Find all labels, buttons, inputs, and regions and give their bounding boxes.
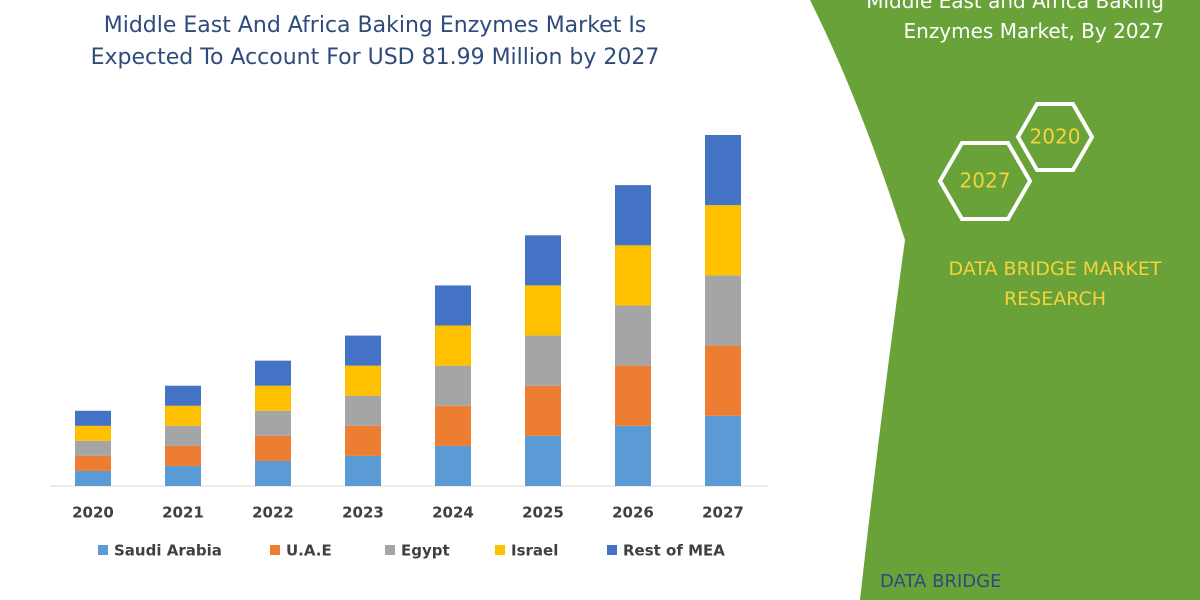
bar-segment [525, 285, 561, 336]
bar-segment [255, 385, 291, 411]
bar-segment [255, 360, 291, 386]
bar-segment [165, 385, 201, 406]
bar-segment [705, 135, 741, 206]
bar-segment [345, 455, 381, 486]
bar-segment [615, 245, 651, 306]
bar-segment [525, 435, 561, 486]
bar-segment [345, 395, 381, 426]
bar-segment [255, 435, 291, 461]
bar-segment [255, 410, 291, 436]
bar-segment [75, 410, 111, 426]
side-panel [810, 0, 1200, 600]
bar-segment [525, 385, 561, 436]
hexagon [1015, 102, 1095, 172]
x-tick-label: 2025 [522, 504, 564, 522]
legend-swatch [495, 545, 505, 555]
brand: DATA BRIDGE MARKET RESEARCH [948, 258, 1162, 310]
legend-swatch [607, 545, 617, 555]
bar-segment [165, 405, 201, 426]
bar-segment [525, 335, 561, 386]
legend-swatch [98, 545, 108, 555]
bar-segment [345, 425, 381, 456]
bar-segment [705, 345, 741, 416]
bar-segment [435, 285, 471, 326]
x-tick-label: 2026 [612, 504, 654, 522]
bar-segment [165, 465, 201, 486]
bar-segment [705, 415, 741, 486]
chart-title: Middle East And Africa Baking Enzymes Ma… [90, 13, 660, 70]
legend-swatch [385, 545, 395, 555]
bar-segment [165, 445, 201, 466]
bar-segment [165, 425, 201, 446]
bar-segment [75, 425, 111, 441]
legend-label: Egypt [401, 542, 450, 560]
legend-label: Israel [511, 542, 558, 560]
legend-swatch [270, 545, 280, 555]
x-tick-label: 2021 [162, 504, 204, 522]
bar-segment [75, 455, 111, 471]
bar-segment [435, 405, 471, 446]
hex-year: 2027 [960, 169, 1011, 193]
bar-segment [615, 365, 651, 426]
x-tick-label: 2022 [252, 504, 294, 522]
x-tick-label: 2027 [702, 504, 744, 522]
bar-segment [345, 335, 381, 366]
bar-segment [435, 325, 471, 366]
bar-segment [705, 205, 741, 276]
legend-label: Saudi Arabia [114, 542, 222, 560]
bar-segment [75, 440, 111, 456]
bar-segment [705, 275, 741, 346]
bar-segment [525, 235, 561, 286]
x-tick-label: 2023 [342, 504, 384, 522]
bar-segment [435, 445, 471, 486]
bar-segment [615, 185, 651, 246]
bar-segment [615, 425, 651, 486]
x-tick-label: 2024 [432, 504, 474, 522]
hexagon [937, 141, 1033, 221]
bar-segment [345, 365, 381, 396]
legend-label: U.A.E [286, 542, 332, 560]
bar-segment [255, 460, 291, 486]
bar-segment [75, 470, 111, 486]
hex-year: 2020 [1030, 125, 1081, 149]
x-tick-label: 2020 [72, 504, 114, 522]
panel-heading: Middle East and Africa Baking Enzymes Ma… [866, 0, 1164, 43]
legend-label: Rest of MEA [623, 542, 725, 560]
bar-segment [615, 305, 651, 366]
logo: DATA BRIDGE [880, 571, 1001, 592]
bar-segment [435, 365, 471, 406]
